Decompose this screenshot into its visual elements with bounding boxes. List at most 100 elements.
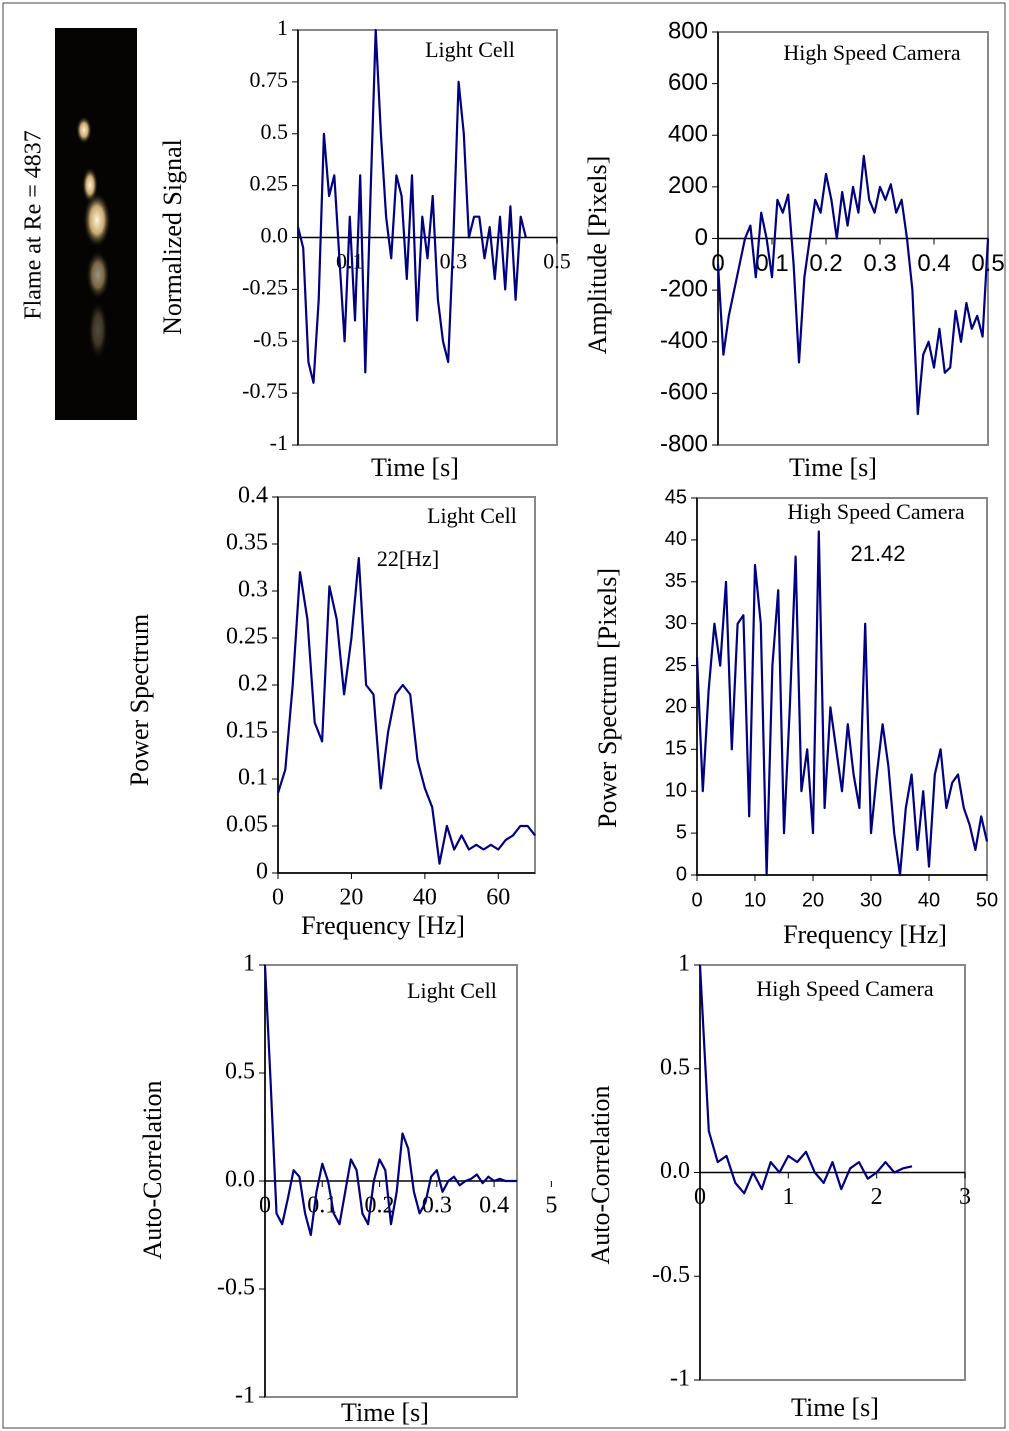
chart-title: Light Cell — [427, 503, 517, 528]
y-tick-label: 0.3 — [238, 577, 268, 603]
y-axis-label: Amplitude [Pixels] — [583, 156, 612, 355]
y-tick-label: 0.5 — [261, 119, 289, 144]
x-tick-label: 0.4 — [917, 250, 950, 277]
x-axis-label: Frequency [Hz] — [301, 911, 465, 940]
x-tick-label: 0 — [711, 250, 724, 277]
y-tick-label: 15 — [665, 738, 687, 760]
y-tick-label: 1 — [243, 951, 255, 977]
y-tick-label: 0.1 — [238, 765, 268, 791]
y-tick-label: 0 — [676, 863, 687, 885]
y-tick-label: 0.25 — [226, 624, 268, 650]
x-tick-label: 0 — [694, 1184, 706, 1210]
chart-title: High Speed Camera — [787, 499, 964, 524]
y-tick-label: 0.35 — [226, 530, 268, 556]
chart-title: High Speed Camera — [756, 976, 933, 1001]
y-tick-label: 0.0 — [225, 1167, 255, 1193]
y-tick-label: 0.5 — [660, 1054, 690, 1080]
y-axis-label: Auto-Correlation — [586, 1085, 615, 1264]
x-tick-label: 0 — [272, 885, 284, 911]
chart-title: High Speed Camera — [783, 40, 960, 65]
x-axis-label: Time [s] — [791, 1393, 879, 1422]
y-tick-label: 10 — [665, 780, 687, 802]
x-tick-label: 30 — [860, 889, 882, 911]
y-tick-label: -1 — [670, 1366, 690, 1392]
x-tick-label: 60 — [486, 885, 510, 911]
y-tick-label: 5 — [676, 821, 687, 843]
x-tick-label: 0.2 — [809, 250, 842, 277]
y-tick-label: 0.0 — [660, 1158, 690, 1184]
y-tick-label: 600 — [668, 69, 708, 96]
annotation: 21.42 — [850, 541, 905, 566]
data-line — [695, 530, 989, 877]
chart-title: Light Cell — [425, 37, 515, 62]
y-axis-label: Auto-Correlation — [138, 1080, 167, 1259]
y-tick-label: -200 — [660, 275, 708, 302]
x-axis-label: Time [s] — [789, 453, 877, 482]
data-line — [698, 964, 913, 1195]
y-tick-label: -600 — [660, 379, 708, 406]
x-axis-label: Time [s] — [341, 1398, 429, 1427]
y-tick-label: -800 — [660, 430, 708, 457]
y-tick-label: 0.25 — [250, 171, 289, 196]
y-tick-label: -0.5 — [253, 326, 288, 351]
x-tick-label: 3 — [959, 1184, 971, 1210]
y-tick-label: -0.25 — [242, 274, 288, 299]
data-line — [296, 28, 527, 384]
y-tick-label: 1 — [678, 951, 690, 977]
x-tick-label: 0.3 — [863, 250, 896, 277]
y-axis-label: Power Spectrum — [125, 614, 154, 787]
flame-image — [55, 28, 137, 420]
y-tick-label: 30 — [665, 612, 687, 634]
flame-label: Flame at Re = 4837 — [21, 130, 47, 320]
y-tick-label: 35 — [665, 570, 687, 592]
data-line — [263, 964, 517, 1237]
y-tick-label: 0.15 — [226, 718, 268, 744]
x-tick-label: 5 — [545, 1193, 557, 1219]
chart-title: Light Cell — [407, 978, 497, 1003]
y-tick-label: 400 — [668, 121, 708, 148]
x-tick-label: 10 — [744, 889, 766, 911]
y-tick-label: -1 — [270, 430, 288, 455]
data-line — [716, 154, 990, 416]
x-tick-label: 20 — [339, 885, 363, 911]
x-tick-label: 0 — [259, 1193, 271, 1219]
y-tick-label: 0.75 — [250, 67, 289, 92]
data-line — [276, 557, 536, 865]
y-tick-label: 200 — [668, 172, 708, 199]
y-axis-label: Power Spectrum [Pixels] — [593, 568, 622, 828]
y-tick-label: 0.4 — [238, 483, 268, 509]
y-tick-label: 0.2 — [238, 671, 268, 697]
plot-frame — [696, 497, 988, 876]
y-tick-label: 25 — [665, 654, 687, 676]
x-tick-label: 0.5 — [543, 249, 571, 274]
y-tick-label: -0.5 — [217, 1275, 255, 1301]
x-tick-label: 1 — [782, 1184, 794, 1210]
y-tick-label: 0 — [256, 859, 268, 885]
x-axis-label: Time [s] — [371, 453, 459, 482]
y-tick-label: 0.0 — [261, 223, 289, 248]
x-tick-label: 40 — [413, 885, 437, 911]
y-tick-label: 20 — [665, 696, 687, 718]
x-tick-label: 20 — [802, 889, 824, 911]
y-tick-label: 40 — [665, 528, 687, 550]
x-tick-label: 0 — [691, 889, 702, 911]
y-tick-label: -1 — [235, 1383, 255, 1409]
x-axis-label: Frequency [Hz] — [783, 920, 947, 949]
y-tick-label: 1 — [277, 15, 288, 40]
y-tick-label: -0.75 — [242, 378, 288, 403]
y-tick-label: -400 — [660, 327, 708, 354]
y-tick-label: -0.5 — [652, 1262, 690, 1288]
y-axis-label: Normalized Signal — [158, 139, 187, 335]
y-tick-label: 45 — [665, 486, 687, 508]
x-tick-label: 0.4 — [479, 1193, 509, 1219]
y-tick-label: 0 — [695, 224, 708, 251]
x-tick-label: 50 — [976, 889, 998, 911]
x-tick-label: 2 — [871, 1184, 883, 1210]
x-tick-label: 40 — [918, 889, 940, 911]
y-tick-label: 0.05 — [226, 812, 268, 838]
y-tick-label: 800 — [668, 17, 708, 44]
annotation: 22[Hz] — [377, 546, 439, 571]
y-tick-label: 0.5 — [225, 1059, 255, 1085]
